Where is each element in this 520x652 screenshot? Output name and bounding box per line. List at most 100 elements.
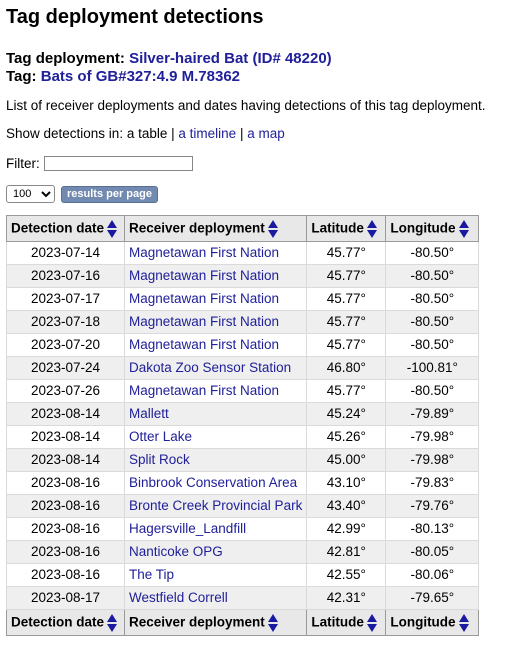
table-row: 2023-07-20 Magnetawan First Nation 45.77° -…	[6, 333, 480, 357]
sort-icon[interactable]	[366, 613, 377, 633]
longitude-cell: -100.81°	[385, 356, 480, 380]
header-detection-date[interactable]: Detection date	[6, 215, 125, 242]
map-link[interactable]: a map	[247, 126, 285, 141]
tag-deployment-label: Tag deployment:	[6, 50, 125, 67]
view-prefix: Show detections in: a table |	[6, 126, 175, 141]
tag-link[interactable]: Bats of GB#327:4.9 M.78362	[40, 68, 240, 85]
table-row: 2023-08-16 Hagersville_Landfill 42.99° -80.…	[6, 517, 480, 541]
tag-deployment-link[interactable]: Silver-haired Bat (ID# 48220)	[129, 50, 332, 67]
detection-date-cell: 2023-08-16	[6, 471, 125, 495]
receiver-deployment-link[interactable]: Magnetawan First Nation	[129, 337, 280, 352]
latitude-cell: 45.77°	[306, 241, 387, 265]
table-row: 2023-08-14 Mallett 45.24° -79.89°	[6, 402, 480, 426]
sort-icon[interactable]	[267, 613, 278, 633]
longitude-cell: -80.50°	[385, 310, 480, 334]
receiver-deployment-link[interactable]: Dakota Zoo Sensor Station	[129, 360, 292, 375]
sort-icon[interactable]	[107, 219, 118, 239]
receiver-deployment-cell: Magnetawan First Nation	[123, 310, 308, 334]
table-row: 2023-08-16 The Tip 42.55° -80.06°	[6, 563, 480, 587]
detection-date-cell: 2023-08-16	[6, 494, 125, 518]
receiver-deployment-link[interactable]: Binbrook Conservation Area	[129, 475, 298, 490]
footer-detection-date[interactable]: Detection date	[6, 609, 125, 636]
results-per-page-button[interactable]: results per page	[61, 185, 158, 203]
longitude-cell: -79.98°	[385, 425, 480, 449]
receiver-deployment-link[interactable]: Magnetawan First Nation	[129, 383, 280, 398]
table-row: 2023-07-18 Magnetawan First Nation 45.77° -…	[6, 310, 480, 334]
receiver-deployment-link[interactable]: Westfield Correll	[129, 590, 228, 605]
longitude-cell: -80.50°	[385, 379, 480, 403]
latitude-cell: 45.77°	[306, 264, 387, 288]
table-row: 2023-07-16 Magnetawan First Nation 45.77° -…	[6, 264, 480, 288]
receiver-deployment-cell: Nanticoke OPG	[123, 540, 308, 564]
timeline-link[interactable]: a timeline	[178, 126, 237, 141]
view-switcher: Show detections in: a table | a timeline…	[6, 126, 514, 142]
filter-row: Filter:	[6, 154, 514, 172]
longitude-cell: -80.50°	[385, 241, 480, 265]
receiver-deployment-link[interactable]: Otter Lake	[129, 429, 193, 444]
receiver-deployment-cell: Otter Lake	[123, 425, 308, 449]
results-per-page-row: 100 results per page	[6, 185, 514, 203]
detections-table: Detection date Receiver deployment Latit…	[6, 215, 480, 636]
table-row: 2023-07-17 Magnetawan First Nation 45.77° -…	[6, 287, 480, 311]
receiver-deployment-link[interactable]: Split Rock	[129, 452, 190, 467]
detection-date-cell: 2023-08-16	[6, 563, 125, 587]
latitude-cell: 45.77°	[306, 287, 387, 311]
header-latitude[interactable]: Latitude	[306, 215, 387, 242]
detection-date-cell: 2023-08-14	[6, 448, 125, 472]
longitude-cell: -79.83°	[385, 471, 480, 495]
table-row: 2023-08-16 Bronte Creek Provincial Park 43…	[6, 494, 480, 518]
table-row: 2023-08-16 Binbrook Conservation Area 43.1…	[6, 471, 480, 495]
detection-date-cell: 2023-07-18	[6, 310, 125, 334]
receiver-deployment-link[interactable]: Magnetawan First Nation	[129, 268, 280, 283]
longitude-cell: -80.50°	[385, 264, 480, 288]
longitude-cell: -80.06°	[385, 563, 480, 587]
header-receiver-deployment[interactable]: Receiver deployment	[123, 215, 308, 242]
latitude-cell: 43.40°	[306, 494, 387, 518]
table-row: 2023-07-24 Dakota Zoo Sensor Station 46.80…	[6, 356, 480, 380]
latitude-cell: 42.31°	[306, 586, 387, 610]
receiver-deployment-link[interactable]: Nanticoke OPG	[129, 544, 223, 559]
table-row: 2023-08-14 Otter Lake 45.26° -79.98°	[6, 425, 480, 449]
receiver-deployment-link[interactable]: Bronte Creek Provincial Park	[129, 498, 303, 513]
latitude-cell: 45.77°	[306, 310, 387, 334]
sort-icon[interactable]	[366, 219, 377, 239]
header-longitude[interactable]: Longitude	[385, 215, 480, 242]
detection-date-cell: 2023-08-16	[6, 540, 125, 564]
sort-icon[interactable]	[458, 613, 469, 633]
sort-icon[interactable]	[458, 219, 469, 239]
receiver-deployment-link[interactable]: Magnetawan First Nation	[129, 314, 280, 329]
receiver-deployment-link[interactable]: Mallett	[129, 406, 169, 421]
view-separator: |	[239, 126, 244, 141]
receiver-deployment-cell: Magnetawan First Nation	[123, 333, 308, 357]
filter-label: Filter:	[6, 155, 40, 171]
receiver-deployment-link[interactable]: Hagersville_Landfill	[129, 521, 247, 536]
longitude-cell: -80.05°	[385, 540, 480, 564]
footer-receiver-deployment[interactable]: Receiver deployment	[123, 609, 308, 636]
deployment-info: Tag deployment: Silver-haired Bat (ID# 4…	[6, 50, 514, 86]
table-row: 2023-08-17 Westfield Correll 42.31° -79.65°	[6, 586, 480, 610]
page-title: Tag deployment detections	[6, 6, 264, 28]
detection-date-cell: 2023-07-26	[6, 379, 125, 403]
table-footer-row: Detection date Receiver deployment Latit…	[6, 609, 480, 636]
longitude-cell: -79.65°	[385, 586, 480, 610]
latitude-cell: 45.00°	[306, 448, 387, 472]
receiver-deployment-link[interactable]: The Tip	[129, 567, 175, 582]
receiver-deployment-link[interactable]: Magnetawan First Nation	[129, 245, 280, 260]
results-per-page-select[interactable]: 100	[6, 185, 55, 203]
filter-input[interactable]	[43, 155, 193, 171]
longitude-cell: -80.50°	[385, 333, 480, 357]
footer-latitude[interactable]: Latitude	[306, 609, 387, 636]
table-body: 2023-07-14 Magnetawan First Nation 45.77° -…	[6, 241, 480, 610]
detection-date-cell: 2023-08-14	[6, 402, 125, 426]
receiver-deployment-cell: Mallett	[123, 402, 308, 426]
sort-icon[interactable]	[267, 219, 278, 239]
receiver-deployment-link[interactable]: Magnetawan First Nation	[129, 291, 280, 306]
receiver-deployment-cell: Binbrook Conservation Area	[123, 471, 308, 495]
detection-date-cell: 2023-07-24	[6, 356, 125, 380]
longitude-cell: -80.13°	[385, 517, 480, 541]
receiver-deployment-cell: Magnetawan First Nation	[123, 241, 308, 265]
latitude-cell: 45.77°	[306, 379, 387, 403]
footer-longitude[interactable]: Longitude	[385, 609, 480, 636]
latitude-cell: 46.80°	[306, 356, 387, 380]
sort-icon[interactable]	[107, 613, 118, 633]
